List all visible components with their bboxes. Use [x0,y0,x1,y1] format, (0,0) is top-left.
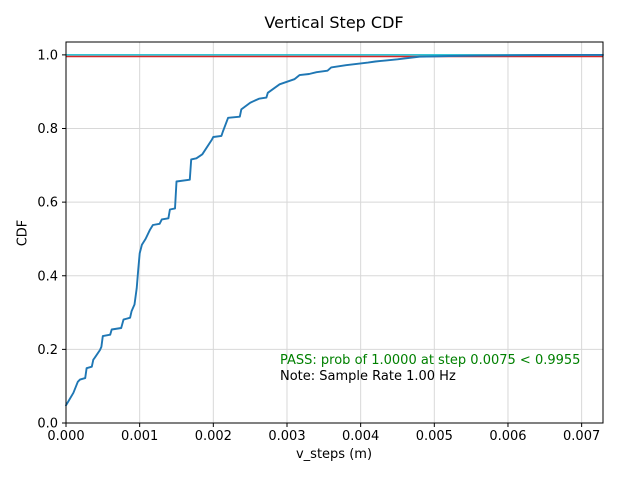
y-axis-label: CDF [15,219,31,247]
x-tick-label: 0.000 [47,429,84,444]
x-tick-label: 0.003 [268,429,305,444]
x-tick-label: 0.006 [489,429,526,444]
note-annotation: Note: Sample Rate 1.00 Hz [280,369,456,384]
chart-title: Vertical Step CDF [264,13,404,32]
x-tick-label: 0.001 [121,429,158,444]
plot-border [65,41,604,424]
vertical-step-cdf-curve [65,53,604,407]
y-tick-label: 0.8 [37,122,58,137]
x-axis-label: v_steps (m) [295,447,373,462]
y-tick-label: 1.0 [37,48,58,63]
y-tick-label: 0.4 [37,269,58,284]
y-tick-label: 0.2 [37,343,58,358]
x-tick-label: 0.004 [342,429,379,444]
x-tick-label: 0.005 [416,429,453,444]
x-tick-label: 0.007 [563,429,600,444]
y-tick-label: 0.0 [37,417,58,432]
pass-annotation: PASS: prob of 1.0000 at step 0.0075 < 0.… [280,353,581,368]
x-tick-label: 0.002 [195,429,232,444]
y-tick-label: 0.6 [37,196,58,211]
